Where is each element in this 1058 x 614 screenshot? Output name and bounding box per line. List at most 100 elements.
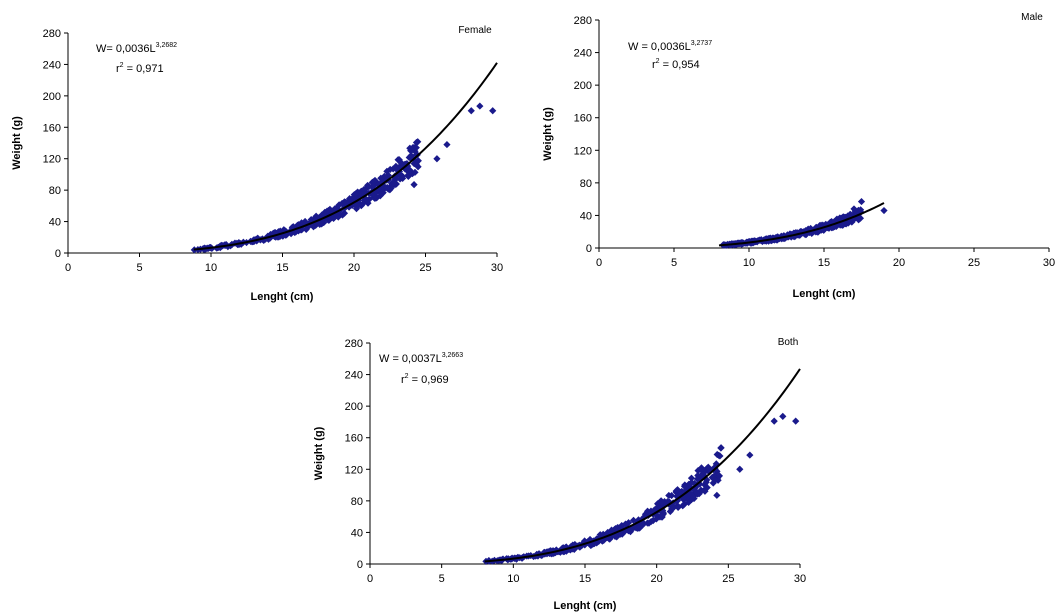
data-point [603,533,611,542]
y-tick-label: 80 [580,178,592,190]
data-point [318,218,326,226]
x-tick-label: 25 [722,573,734,585]
data-point [598,537,607,545]
y-tick-label: 80 [351,496,363,508]
data-point [590,540,598,548]
data-point [387,184,395,192]
x-tick-label: 20 [651,573,663,585]
y-tick-label: 160 [574,113,592,125]
data-point [307,216,315,224]
data-point [371,192,380,200]
data-point [312,216,320,224]
y-axis-label: Weight (g) [313,426,325,480]
data-point [792,417,800,425]
data-point [857,197,866,206]
data-point [647,517,655,526]
data-point [378,189,386,198]
x-tick-label: 5 [439,573,445,585]
equation-label: W = 0,0036L3,2737 [628,40,712,53]
x-tick-label: 30 [1043,257,1055,269]
data-point [715,472,724,480]
data-point [318,211,326,219]
data-point [689,493,697,501]
y-tick-label: 0 [357,559,363,571]
data-point [467,107,475,115]
y-axis-label: Weight (g) [11,116,23,170]
data-point [386,165,394,174]
data-point [360,185,368,194]
y-tick-label: 240 [574,48,592,60]
y-tick-label: 200 [43,91,61,103]
r-squared-value: = 0,954 [660,59,700,71]
data-point [395,156,403,164]
x-tick-label: 0 [596,257,602,269]
r-squared-exponent: 2 [120,62,124,69]
data-point [799,228,808,236]
scatter-points [719,197,888,249]
data-point [667,491,676,500]
data-point [694,467,702,475]
x-tick-label: 30 [491,262,503,274]
x-tick-label: 0 [367,573,373,585]
y-tick-label: 240 [345,370,363,382]
data-point [546,547,554,555]
data-point [570,545,578,554]
data-point [640,513,648,521]
equation-prefix: W = 0,0037L [379,353,442,365]
data-point [717,444,725,452]
data-point [687,474,696,482]
y-tick-label: 0 [55,248,61,260]
y-tick-label: 200 [574,80,592,92]
data-point [666,507,674,516]
data-point [635,523,644,531]
data-point [412,138,421,147]
r-squared-exponent: 2 [656,58,660,65]
data-point [746,451,754,459]
data-point [624,525,632,533]
y-tick-label: 200 [345,401,363,413]
data-point [645,519,653,527]
data-point [383,167,391,175]
y-tick-label: 160 [43,122,61,134]
data-point [297,226,305,234]
data-point [376,192,384,200]
data-point [350,193,358,201]
data-point [839,220,847,228]
data-point [713,450,721,459]
y-tick-label: 0 [586,243,592,255]
data-point [658,513,666,521]
data-point [305,222,313,230]
x-axis-label: Lenght (cm) [793,288,856,300]
data-point [681,483,690,491]
data-point [770,417,778,425]
fit-curve [718,202,885,247]
data-point [638,515,647,523]
data-point [316,220,324,228]
y-tick-label: 240 [43,59,61,71]
equation-label: W= 0,0036L3,2682 [96,42,177,55]
data-point [476,102,484,110]
data-point [407,151,415,160]
data-point [374,185,382,193]
data-point [846,210,854,219]
data-point [375,180,383,188]
data-point [693,490,702,498]
chart-panel-female: 0 40 80 120 160 200 240 280 0 5 10 15 20 25 30 Lenght (… [11,25,503,303]
data-point [433,155,441,163]
data-point [370,178,378,186]
data-point [657,497,665,505]
y-tick-label: 160 [345,433,363,445]
x-tick-label: 15 [579,573,591,585]
y-tick-label: 80 [49,185,61,197]
data-point [708,473,716,482]
x-tick-label: 25 [968,257,980,269]
x-tick-label: 15 [818,257,830,269]
data-point [384,171,392,179]
data-point [850,205,858,213]
fit-curve [193,62,498,251]
data-point [383,183,391,192]
data-point [411,168,419,176]
data-point [595,536,603,544]
data-point [654,500,662,508]
